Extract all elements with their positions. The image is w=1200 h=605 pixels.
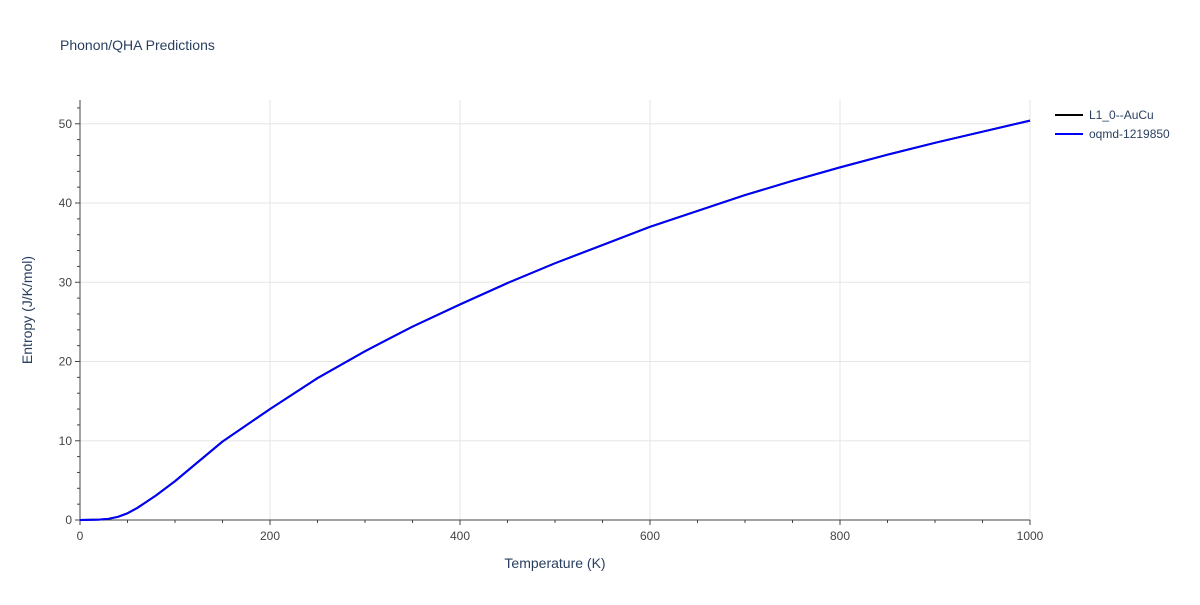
x-tick-label: 600 xyxy=(640,529,660,543)
x-tick-label: 1000 xyxy=(1017,529,1044,543)
series-layer xyxy=(79,119,1031,521)
legend: L1_0--AuCu oqmd-1219850 xyxy=(1055,108,1170,141)
x-tick-label: 200 xyxy=(260,529,280,543)
grid-layer xyxy=(80,100,1031,520)
y-tick-label: 0 xyxy=(65,513,72,527)
chart-title: Phonon/QHA Predictions xyxy=(60,37,215,53)
x-axis-title: Temperature (K) xyxy=(504,555,605,571)
series-line-1 xyxy=(79,119,1031,521)
x-tick-label: 0 xyxy=(77,529,84,543)
y-tick-label: 30 xyxy=(59,275,73,289)
y-tick-label: 50 xyxy=(59,117,73,131)
axes-layer: 0 200 400 600 800 1000 0 10 20 30 40 50 xyxy=(59,100,1044,543)
series-line-0 xyxy=(79,119,1031,521)
y-tick-label: 20 xyxy=(59,355,73,369)
y-axis-title: Entropy (J/K/mol) xyxy=(19,256,35,364)
legend-label: oqmd-1219850 xyxy=(1089,127,1170,141)
y-tick-label: 10 xyxy=(59,434,73,448)
x-tick-label: 800 xyxy=(830,529,850,543)
x-tick-label: 400 xyxy=(450,529,470,543)
y-tick-label: 40 xyxy=(59,196,73,210)
legend-label: L1_0--AuCu xyxy=(1089,108,1154,122)
